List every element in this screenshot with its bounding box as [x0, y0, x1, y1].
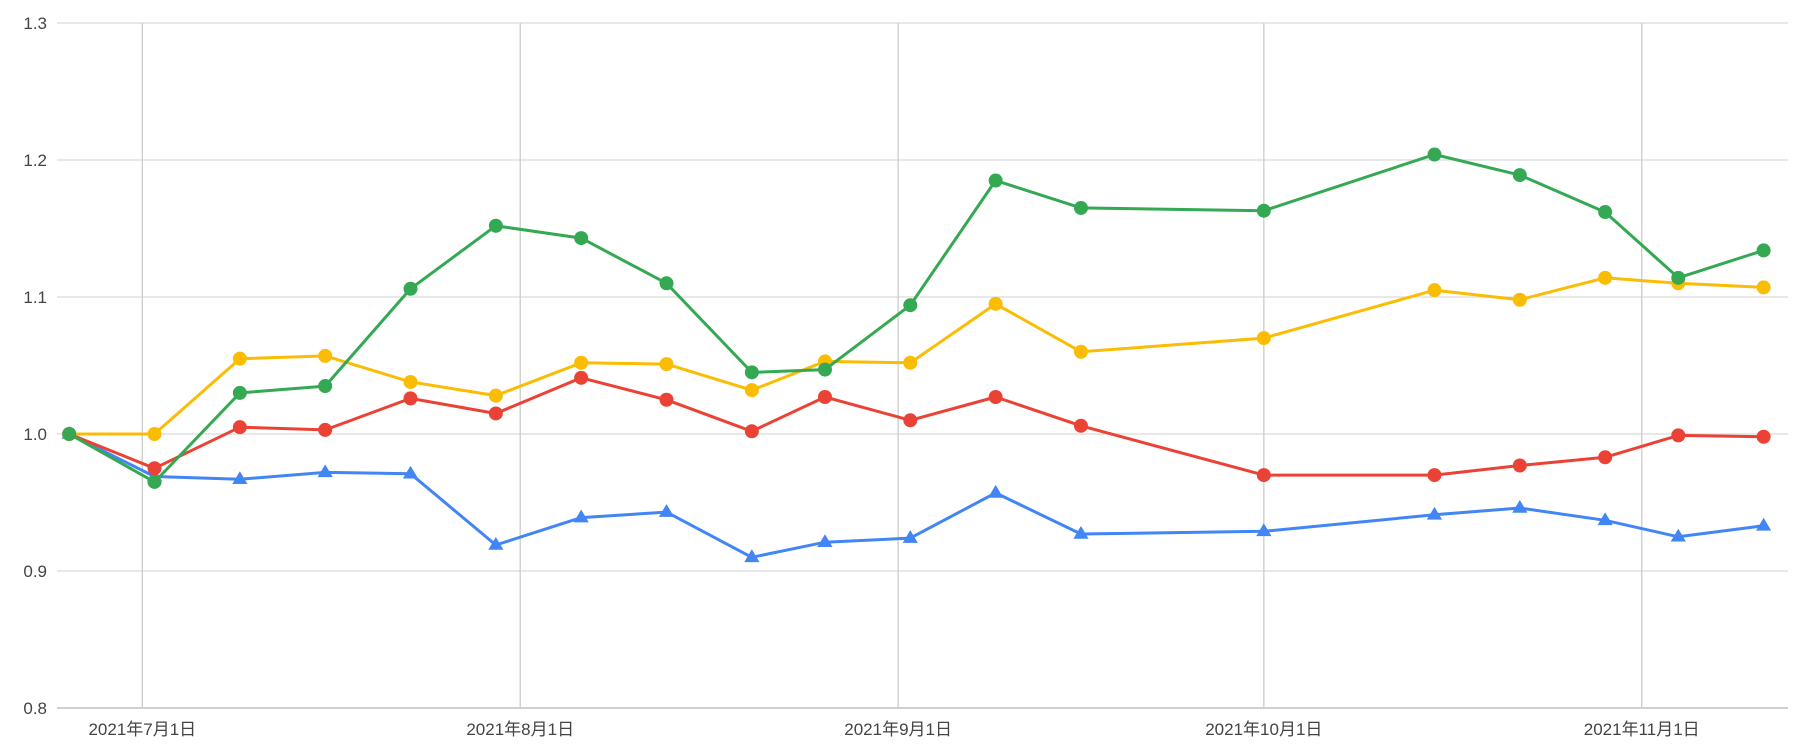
series-4-point	[744, 365, 759, 380]
series-4-point	[318, 379, 333, 394]
series-2-point	[903, 413, 918, 428]
series-3-point	[232, 351, 247, 366]
series-4-point	[62, 427, 77, 441]
series-4-point	[147, 474, 162, 489]
series-4-point	[1427, 147, 1442, 162]
series-1-point	[1256, 523, 1272, 537]
series-1-point	[817, 534, 833, 548]
y-tick-label: 1.3	[23, 14, 47, 33]
series-2-point	[1427, 468, 1442, 483]
y-tick-label: 0.9	[23, 562, 47, 581]
series-1-point	[1073, 526, 1089, 539]
series-1-point	[488, 536, 504, 550]
series-4-point	[659, 276, 674, 291]
series-2-point	[147, 461, 162, 476]
series-4	[62, 147, 1771, 489]
series-3-point	[1427, 283, 1442, 298]
series-4-point	[1512, 168, 1527, 183]
series-1-point	[988, 484, 1004, 498]
x-tick-label: 2021年9月1日	[844, 720, 952, 739]
y-tick-label: 0.8	[23, 699, 47, 718]
series-4-point	[817, 362, 832, 377]
series-2-point	[988, 390, 1003, 405]
series-4-point	[232, 385, 247, 400]
series-1-point	[232, 471, 248, 485]
series-layer	[61, 147, 1772, 563]
series-1-point	[744, 549, 760, 563]
series-2-point	[318, 422, 333, 437]
series-1-point	[1597, 512, 1613, 526]
series-4-point	[1256, 203, 1271, 218]
series-2-point	[1256, 468, 1271, 483]
series-2-point	[1671, 428, 1686, 443]
series-2	[62, 370, 1771, 483]
x-tick-label: 2021年11月1日	[1584, 720, 1700, 739]
y-gridlines	[57, 22, 1788, 709]
series-1-point	[1426, 506, 1443, 520]
series-1-point	[1756, 517, 1772, 531]
series-3-point	[147, 427, 162, 441]
series-2-point	[574, 370, 589, 385]
series-2-point	[1598, 450, 1613, 465]
x-tick-label: 2021年10月1日	[1205, 720, 1322, 739]
series-3-point	[659, 357, 674, 372]
series-4-point	[574, 231, 589, 246]
series-3-point	[1073, 344, 1088, 359]
y-tick-label: 1.2	[23, 151, 47, 170]
series-1-point	[1512, 499, 1528, 513]
series-2-point	[488, 406, 503, 421]
series-2-point	[1756, 429, 1771, 444]
series-2-point	[232, 420, 247, 435]
series-1	[61, 426, 1772, 563]
x-gridlines	[141, 23, 1643, 708]
x-tick-label: 2021年8月1日	[466, 720, 574, 739]
series-3-point	[1756, 280, 1771, 295]
series-3-point	[1512, 292, 1527, 307]
series-3-point	[488, 388, 503, 403]
series-3-point	[988, 296, 1003, 311]
series-1-point	[573, 509, 589, 523]
series-2-point	[744, 424, 759, 439]
series-3-point	[744, 383, 759, 398]
series-3-point	[403, 374, 418, 389]
series-1-point	[1670, 528, 1686, 542]
y-tick-label: 1.1	[23, 288, 47, 307]
series-1-line	[68, 432, 1764, 559]
series-4-point	[403, 281, 418, 296]
x-axis-tick-labels: 2021年7月1日 2021年8月1日 2021年9月1日 2021年10月1日 202…	[88, 720, 1699, 739]
y-tick-label: 1.0	[23, 425, 47, 444]
series-3-point	[574, 355, 589, 370]
series-1-point	[317, 464, 333, 478]
series-4-point	[988, 173, 1003, 188]
series-4-point	[1671, 270, 1686, 285]
series-2-point	[1073, 418, 1088, 433]
y-axis-tick-labels: 0.8 0.9 1.0 1.1 1.2 1.3	[23, 14, 47, 718]
series-1-point	[402, 465, 419, 479]
x-tick-label: 2021年7月1日	[88, 720, 196, 739]
series-4-point	[1756, 243, 1771, 258]
series-4-point	[903, 298, 918, 313]
series-2-point	[403, 391, 418, 406]
series-3-point	[903, 355, 918, 370]
series-2-point	[817, 390, 832, 405]
series-2-point	[1512, 458, 1527, 473]
series-3-point	[1598, 270, 1613, 285]
series-3-point	[318, 348, 333, 363]
series-4-point	[1073, 200, 1088, 215]
series-3-point	[1256, 331, 1271, 346]
series-1-point	[658, 504, 675, 517]
series-4-point	[1598, 205, 1613, 220]
series-4-point	[488, 218, 503, 233]
series-1-point	[902, 530, 918, 543]
series-2-point	[659, 392, 674, 407]
